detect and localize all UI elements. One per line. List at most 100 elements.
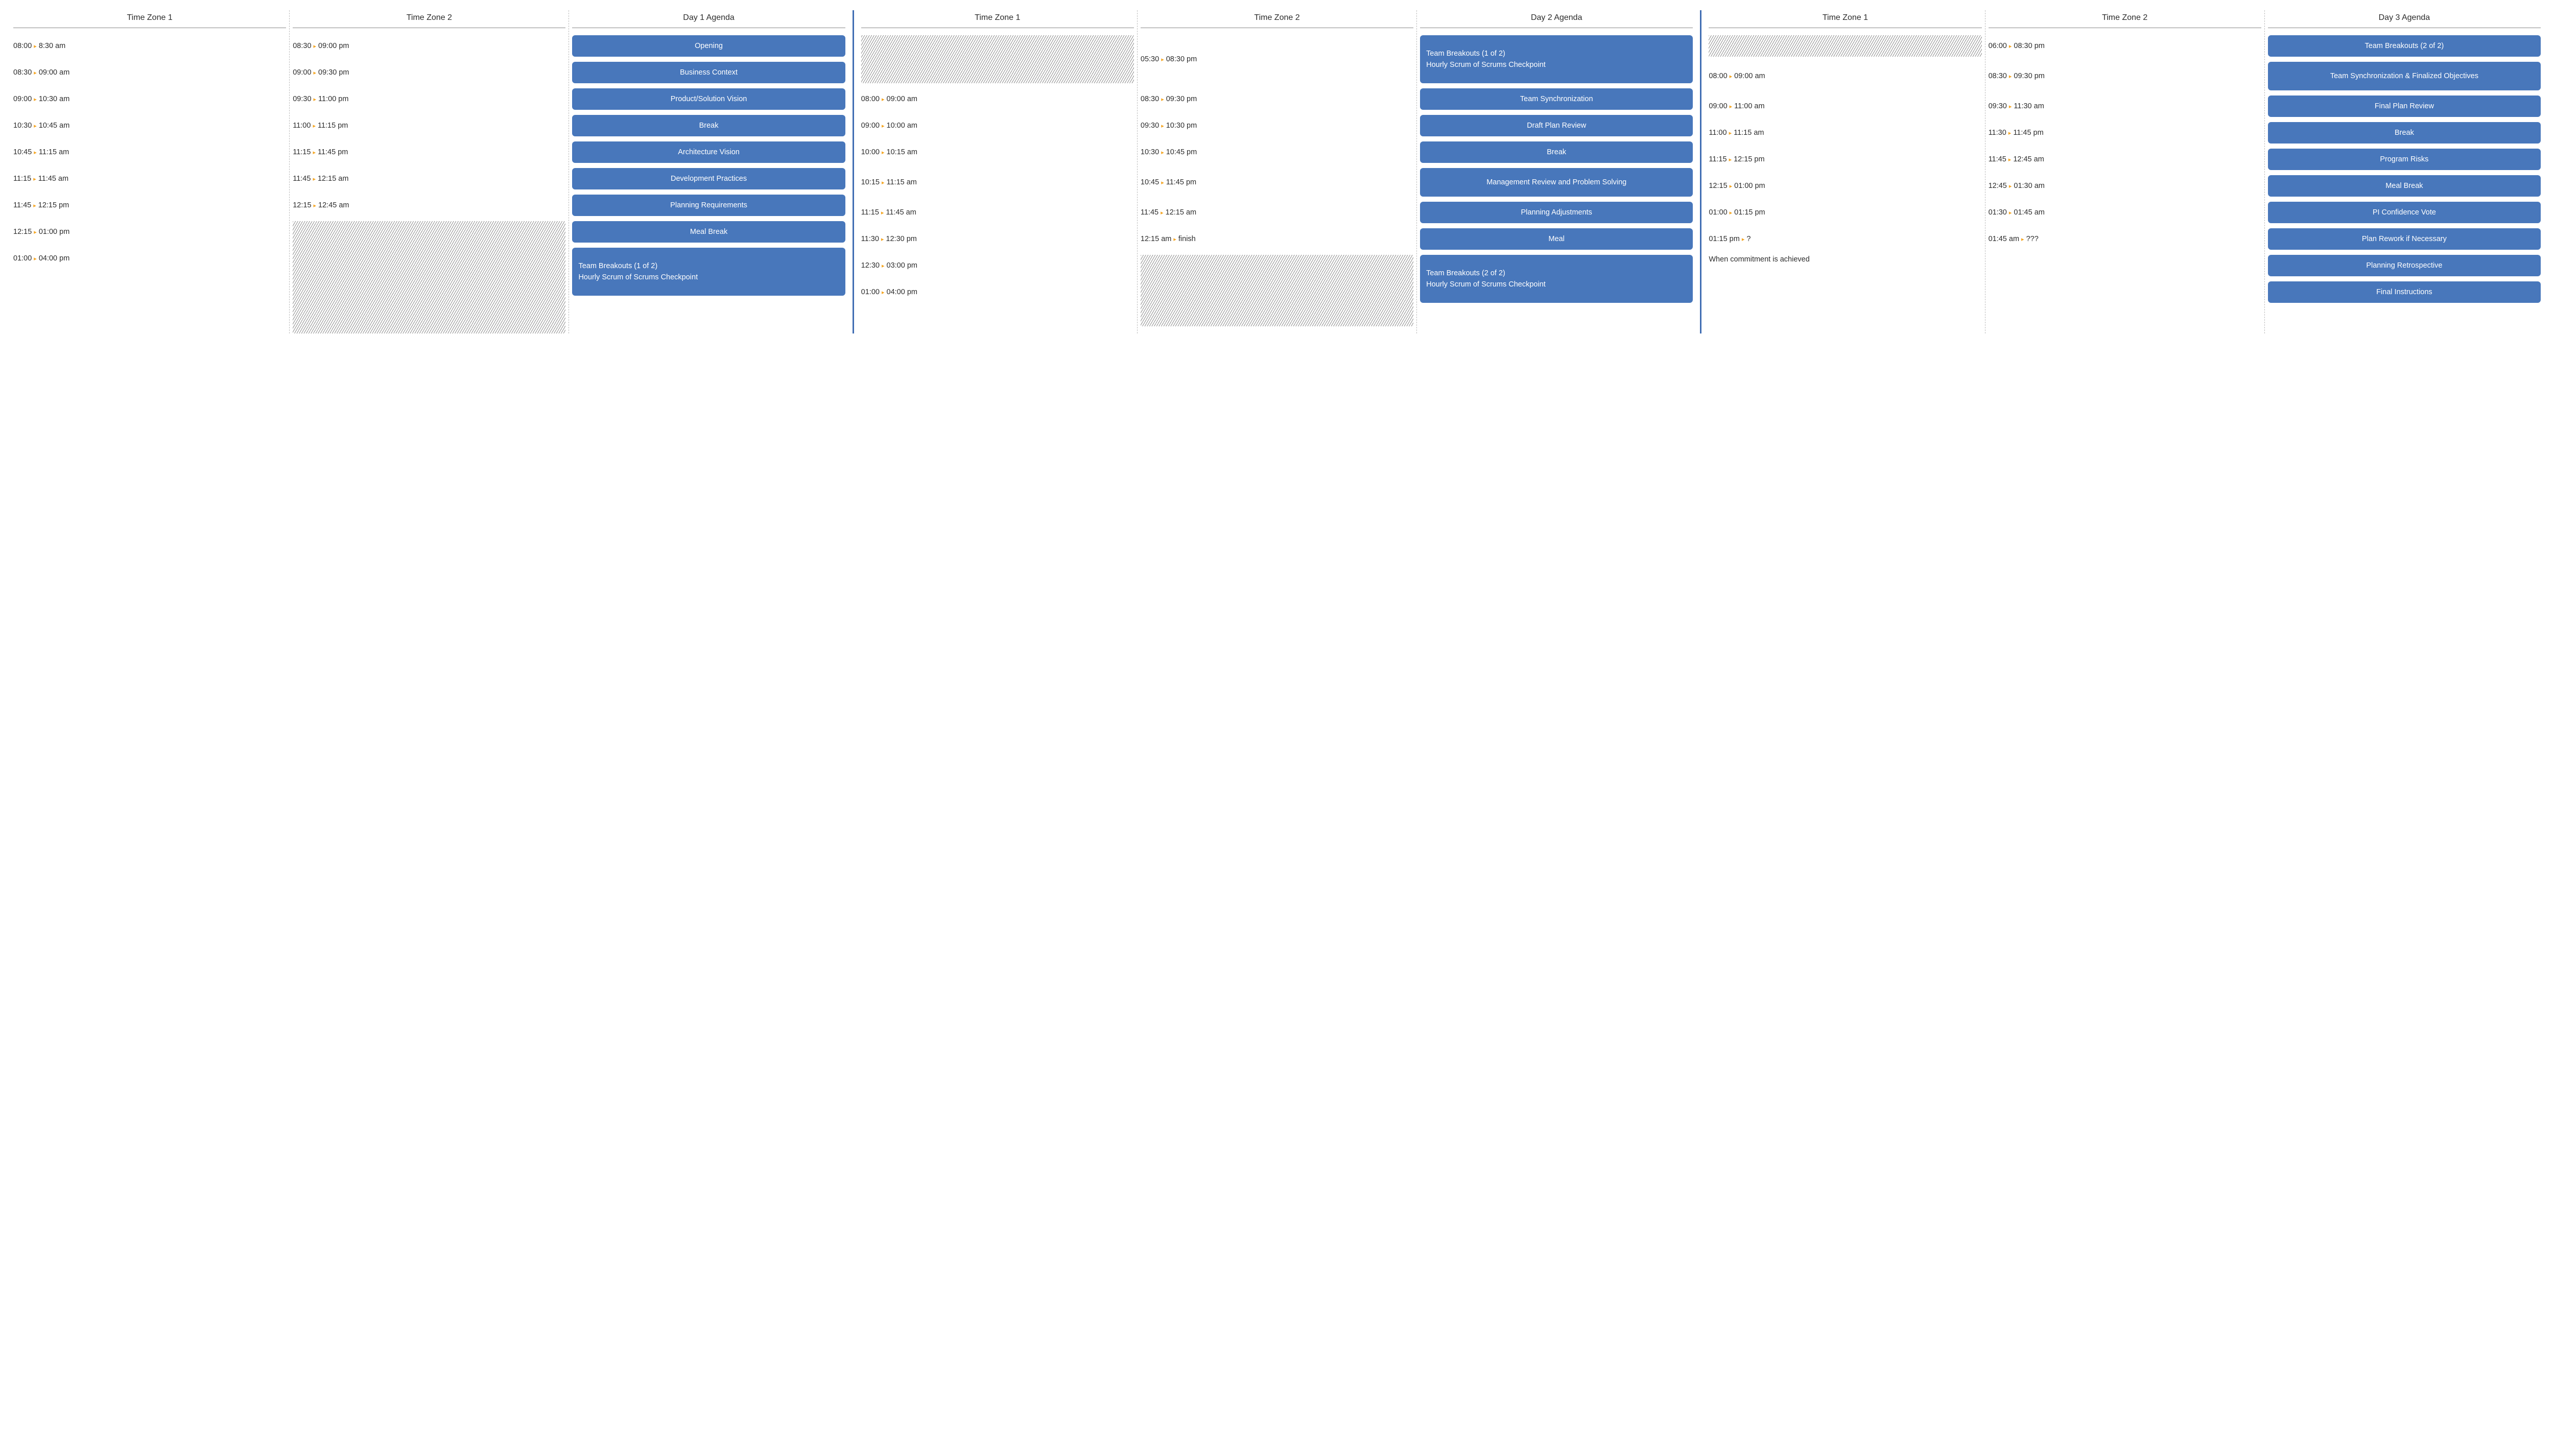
arrow-icon: ▸	[882, 289, 885, 296]
arrow-icon: ▸	[2009, 183, 2012, 189]
time-slot: 11:45▸12:15 pm	[13, 195, 286, 216]
arrow-icon: ▸	[2009, 209, 2012, 216]
time-slot: 10:30▸10:45 am	[13, 115, 286, 136]
arrow-icon: ▸	[1173, 236, 1176, 243]
time-slot: 08:00▸09:00 am	[861, 88, 1134, 110]
arrow-icon: ▸	[2008, 156, 2012, 163]
arrow-icon: ▸	[34, 43, 37, 50]
day-2: Time Zone 1 08:00▸09:00 am 09:00▸10:00 a…	[853, 10, 1696, 333]
unavailable-hatch	[1141, 255, 1413, 326]
time-slot: 11:15▸12:15 pm	[1709, 149, 1981, 170]
day3-tz1-col: Time Zone 1 08:00▸09:00 am 09:00▸11:00 a…	[1706, 10, 1985, 333]
time-slot: 12:30▸03:00 pm	[861, 255, 1134, 276]
time-slot: 11:00▸11:15 am	[1709, 122, 1981, 144]
arrow-icon: ▸	[313, 123, 316, 129]
time-slot: 10:15▸11:15 am	[861, 168, 1134, 197]
col-header-tz1: Time Zone 1	[13, 10, 286, 28]
time-slot: 11:45▸12:15 am	[293, 168, 565, 189]
arrow-icon: ▸	[1161, 179, 1164, 186]
day1-tz2-col: Time Zone 2 08:30▸09:00 pm 09:00▸09:30 p…	[290, 10, 569, 333]
arrow-icon: ▸	[1730, 103, 1733, 110]
agenda-item: Break	[572, 115, 845, 136]
arrow-icon: ▸	[882, 96, 885, 103]
arrow-icon: ▸	[1161, 96, 1164, 103]
arrow-icon: ▸	[1730, 183, 1733, 189]
time-slot: 11:45▸12:15 am	[1141, 202, 1413, 223]
time-slot: 10:00▸10:15 am	[861, 141, 1134, 163]
arrow-icon: ▸	[2009, 103, 2012, 110]
unavailable-hatch	[861, 35, 1134, 83]
agenda-item: Meal	[1420, 228, 1693, 250]
agenda-line: Team Breakouts (1 of 2)	[1426, 49, 1505, 58]
arrow-icon: ▸	[34, 69, 37, 76]
time-slot: 09:30▸11:00 pm	[293, 88, 565, 110]
agenda-line: Hourly Scrum of Scrums Checkpoint	[578, 273, 698, 282]
time-slot: 01:15 pm▸?	[1709, 228, 1981, 250]
time-slot: 09:00▸11:00 am	[1709, 96, 1981, 117]
day2-tz2-col: Time Zone 2 05:30▸08:30 pm 08:30▸09:30 p…	[1138, 10, 1417, 333]
agenda-item: Team Breakouts (2 of 2)	[2268, 35, 2541, 57]
arrow-icon: ▸	[34, 229, 37, 235]
time-slot: 08:30▸09:30 pm	[1989, 62, 2261, 90]
time-slot: 08:30▸09:30 pm	[1141, 88, 1413, 110]
day-1: Time Zone 1 08:00▸8:30 am 08:30▸09:00 am…	[10, 10, 848, 333]
agenda-item: Architecture Vision	[572, 141, 845, 163]
time-slot: 08:30▸09:00 am	[13, 62, 286, 83]
time-slot: 08:00▸09:00 am	[1709, 62, 1981, 90]
day1-tz1-col: Time Zone 1 08:00▸8:30 am 08:30▸09:00 am…	[10, 10, 290, 333]
arrow-icon: ▸	[2008, 130, 2012, 136]
agenda-item: Planning Adjustments	[1420, 202, 1693, 223]
agenda-item: Break	[1420, 141, 1693, 163]
col-header-tz1: Time Zone 1	[861, 10, 1134, 28]
arrow-icon: ▸	[1729, 156, 1732, 163]
col-header-tz2: Time Zone 2	[1141, 10, 1413, 28]
agenda-line: Hourly Scrum of Scrums Checkpoint	[1426, 60, 1546, 69]
arrow-icon: ▸	[34, 255, 37, 262]
agenda-item: Planning Requirements	[572, 195, 845, 216]
time-slot: 11:30▸12:30 pm	[861, 228, 1134, 250]
arrow-icon: ▸	[34, 149, 37, 156]
time-slot: 12:15 am▸finish	[1141, 228, 1413, 250]
arrow-icon: ▸	[882, 123, 885, 129]
arrow-icon: ▸	[881, 209, 884, 216]
arrow-icon: ▸	[1161, 56, 1164, 63]
agenda-item: Program Risks	[2268, 149, 2541, 170]
agenda-item-multi: Team Breakouts (2 of 2) Hourly Scrum of …	[1420, 255, 1693, 303]
time-slot: 10:45▸11:15 am	[13, 141, 286, 163]
arrow-icon: ▸	[1161, 209, 1164, 216]
time-slot: 12:15▸12:45 am	[293, 195, 565, 216]
time-slot: 12:15▸01:00 pm	[13, 221, 286, 243]
schedule-grid: Time Zone 1 08:00▸8:30 am 08:30▸09:00 am…	[10, 10, 2544, 333]
agenda-item: Business Context	[572, 62, 845, 83]
col-header-tz2: Time Zone 2	[293, 10, 565, 28]
arrow-icon: ▸	[881, 236, 884, 243]
agenda-item: Meal Break	[2268, 175, 2541, 197]
arrow-icon: ▸	[314, 43, 317, 50]
time-slot: 09:00▸09:30 pm	[293, 62, 565, 83]
time-slot: 09:00▸10:30 am	[13, 88, 286, 110]
time-slot: 09:00▸10:00 am	[861, 115, 1134, 136]
col-header-tz2: Time Zone 2	[1989, 10, 2261, 28]
day2-tz1-col: Time Zone 1 08:00▸09:00 am 09:00▸10:00 a…	[858, 10, 1138, 333]
agenda-item: Plan Rework if Necessary	[2268, 228, 2541, 250]
time-slot: 12:15▸01:00 pm	[1709, 175, 1981, 197]
time-slot: 11:45▸12:45 am	[1989, 149, 2261, 170]
time-slot: 05:30▸08:30 pm	[1141, 35, 1413, 83]
arrow-icon: ▸	[1729, 130, 1732, 136]
time-slot: 08:00▸8:30 am	[13, 35, 286, 57]
time-slot: 11:15▸11:45 am	[13, 168, 286, 189]
commitment-note: When commitment is achieved	[1709, 255, 1981, 276]
arrow-icon: ▸	[34, 123, 37, 129]
arrow-icon: ▸	[34, 96, 37, 103]
time-slot: 12:45▸01:30 am	[1989, 175, 2261, 197]
agenda-item: Break	[2268, 122, 2541, 144]
arrow-icon: ▸	[882, 149, 885, 156]
arrow-icon: ▸	[314, 69, 317, 76]
agenda-item: Development Practices	[572, 168, 845, 189]
agenda-item: Opening	[572, 35, 845, 57]
time-slot: 11:15▸11:45 pm	[293, 141, 565, 163]
time-slot: 06:00▸08:30 pm	[1989, 35, 2261, 57]
arrow-icon: ▸	[2009, 43, 2012, 50]
agenda-item: Final Plan Review	[2268, 96, 2541, 117]
arrow-icon: ▸	[2021, 236, 2024, 243]
